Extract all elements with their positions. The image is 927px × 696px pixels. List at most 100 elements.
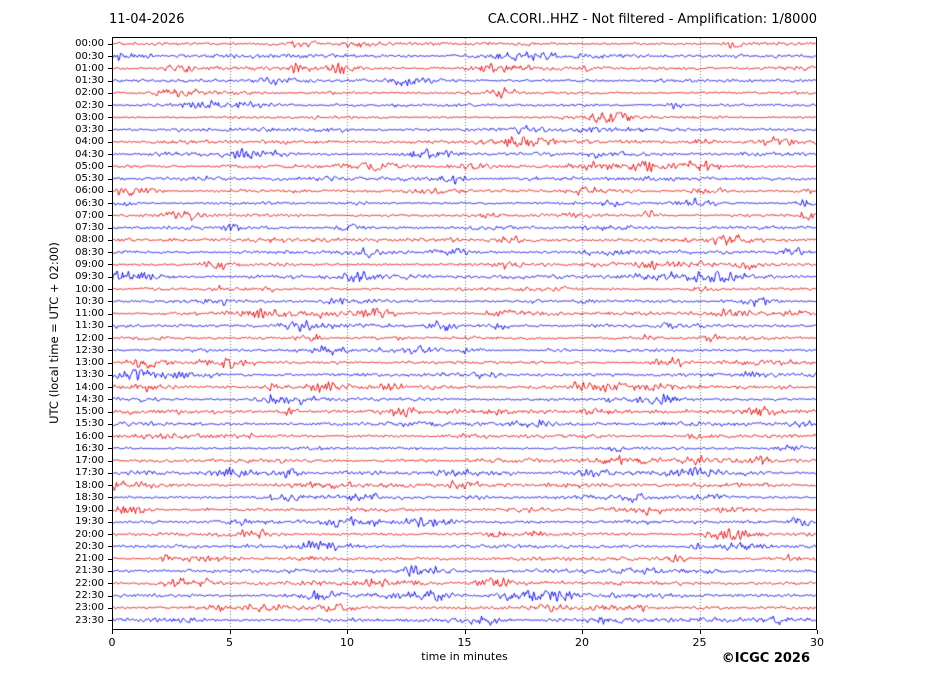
row-time-label: 23:30 xyxy=(75,614,104,626)
y-tick xyxy=(108,301,112,303)
x-tick-label: 5 xyxy=(226,636,233,649)
y-axis-label: UTC (local time = UTC + 02:00) xyxy=(47,242,61,424)
row-time-label: 00:00 xyxy=(75,38,104,50)
y-tick xyxy=(108,129,112,131)
y-tick xyxy=(108,289,112,290)
row-time-label: 02:30 xyxy=(75,99,104,111)
x-tick xyxy=(464,630,466,634)
y-tick xyxy=(108,239,112,241)
row-time-label: 21:00 xyxy=(75,553,104,565)
row-time-label: 12:30 xyxy=(75,344,104,356)
row-time-label: 15:00 xyxy=(75,406,104,418)
x-tick xyxy=(817,630,818,634)
y-tick xyxy=(108,509,112,511)
y-tick xyxy=(108,546,112,548)
helicorder-canvas xyxy=(112,37,817,630)
x-tick-label: 30 xyxy=(810,636,824,649)
row-time-label: 22:30 xyxy=(75,590,104,601)
row-time-label: 11:00 xyxy=(75,308,104,320)
y-tick xyxy=(108,521,112,523)
row-time-label: 14:00 xyxy=(75,381,104,393)
row-time-label: 13:30 xyxy=(75,369,104,381)
row-time-label: 04:00 xyxy=(75,136,104,148)
y-tick xyxy=(108,387,112,389)
y-tick xyxy=(108,141,112,143)
y-tick xyxy=(108,313,112,315)
x-tick xyxy=(699,630,701,634)
y-tick xyxy=(108,92,112,94)
y-tick xyxy=(108,620,112,622)
row-time-label: 08:00 xyxy=(75,234,104,246)
row-time-label: 21:30 xyxy=(75,565,104,577)
copyright-label: ©ICGC 2026 xyxy=(721,651,810,666)
plot-frame xyxy=(112,37,817,630)
x-tick-label: 25 xyxy=(692,636,707,649)
row-time-label: 19:00 xyxy=(75,504,104,516)
row-time-label: 01:00 xyxy=(75,62,104,74)
row-time-label: 13:00 xyxy=(75,357,104,369)
row-time-label: 18:30 xyxy=(75,491,104,503)
y-tick xyxy=(108,56,112,58)
row-time-label: 15:30 xyxy=(75,418,104,430)
row-time-label: 16:00 xyxy=(75,430,104,442)
y-tick xyxy=(108,276,112,278)
row-time-label: 07:30 xyxy=(75,222,104,234)
y-tick xyxy=(108,117,112,119)
plot-title: CA.CORI..HHZ - Not filtered - Amplificat… xyxy=(487,12,817,27)
row-time-label: 02:00 xyxy=(75,87,104,99)
row-time-label: 20:00 xyxy=(75,528,104,540)
row-time-label: 05:00 xyxy=(75,160,104,172)
y-tick xyxy=(108,399,112,401)
row-time-label: 03:00 xyxy=(75,111,104,123)
row-time-label: 08:30 xyxy=(75,246,104,258)
y-tick xyxy=(108,472,112,474)
row-time-label: 07:00 xyxy=(75,209,104,221)
y-tick xyxy=(108,264,112,266)
y-tick xyxy=(108,436,112,438)
x-tick-label: 15 xyxy=(457,636,472,649)
y-tick xyxy=(108,595,112,597)
y-tick xyxy=(108,534,112,536)
row-time-label: 16:30 xyxy=(75,442,104,454)
y-tick xyxy=(108,558,112,560)
row-time-label: 10:30 xyxy=(75,295,104,307)
y-tick xyxy=(108,166,112,168)
y-tick xyxy=(108,460,112,462)
x-tick xyxy=(347,630,348,634)
row-time-label: 04:30 xyxy=(75,148,104,160)
x-tick xyxy=(112,630,113,634)
x-tick-label: 0 xyxy=(108,636,116,649)
y-tick xyxy=(108,190,112,192)
y-tick xyxy=(108,350,112,352)
row-time-label: 12:00 xyxy=(75,332,104,344)
y-tick xyxy=(108,374,112,376)
y-tick xyxy=(108,325,112,327)
y-tick xyxy=(108,607,112,609)
row-time-label: 23:00 xyxy=(75,602,104,614)
row-time-label: 18:00 xyxy=(75,479,104,491)
y-tick xyxy=(108,423,112,425)
y-tick xyxy=(108,80,112,82)
y-tick xyxy=(108,105,112,107)
x-tick xyxy=(229,630,231,634)
y-tick xyxy=(108,203,112,205)
row-time-label: 06:30 xyxy=(75,197,104,209)
row-time-label: 10:00 xyxy=(75,283,104,295)
row-time-label: 20:30 xyxy=(75,540,104,552)
row-time-label: 09:00 xyxy=(75,258,104,270)
y-tick xyxy=(108,362,112,364)
y-tick xyxy=(108,583,112,585)
row-time-label: 14:30 xyxy=(75,393,104,405)
row-time-label: 22:00 xyxy=(75,577,104,589)
y-tick xyxy=(108,338,112,340)
y-tick xyxy=(108,68,112,70)
y-tick xyxy=(108,43,112,45)
row-time-label: 05:30 xyxy=(75,173,104,185)
plot-date: 11-04-2026 xyxy=(109,12,185,27)
row-time-label: 01:30 xyxy=(75,75,104,87)
y-tick xyxy=(108,252,112,254)
y-tick xyxy=(108,154,112,156)
row-time-label: 11:30 xyxy=(75,320,104,332)
x-tick xyxy=(582,630,583,634)
